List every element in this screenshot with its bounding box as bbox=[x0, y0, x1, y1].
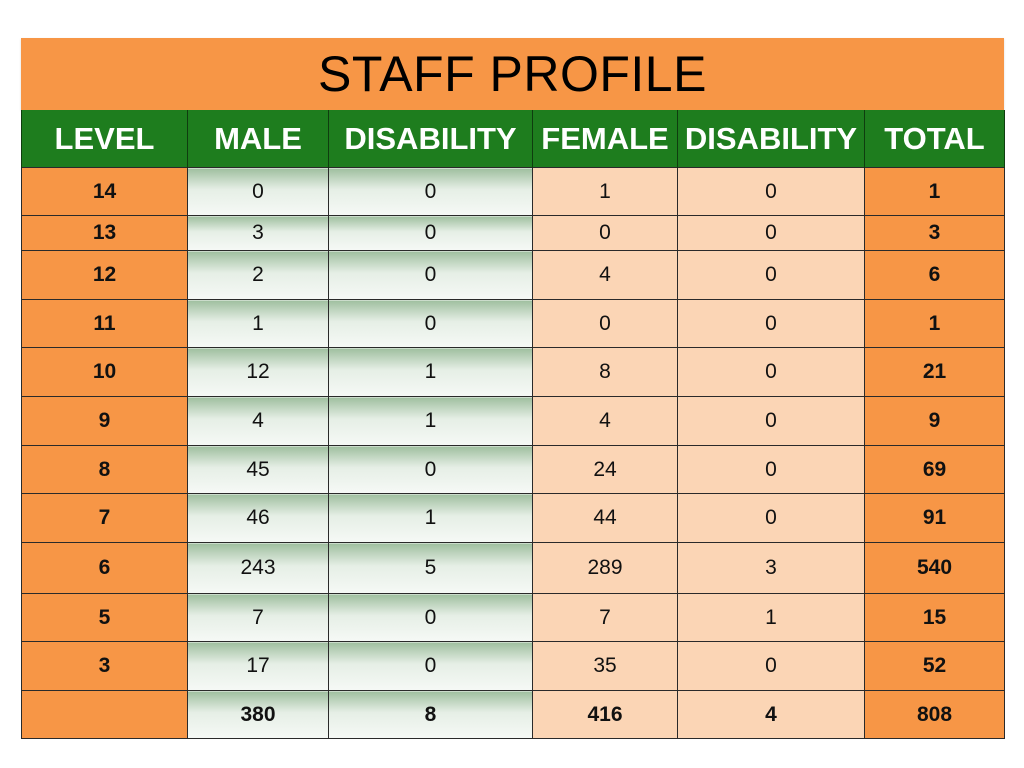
level-cell: 3 bbox=[21, 641, 188, 691]
male-disability-cell: 0 bbox=[328, 641, 533, 691]
male-disability-cell: 0 bbox=[328, 299, 533, 348]
male-disability-cell: 0 bbox=[328, 593, 533, 642]
header-total: TOTAL bbox=[864, 110, 1005, 168]
header-female: FEMALE bbox=[532, 110, 678, 168]
total-cell: 9 bbox=[864, 396, 1005, 446]
total-cell: 808 bbox=[864, 690, 1005, 739]
male-cell: 3 bbox=[187, 215, 329, 251]
male-disability-cell: 0 bbox=[328, 445, 533, 494]
female-cell: 416 bbox=[532, 690, 678, 739]
male-disability-cell: 0 bbox=[328, 250, 533, 300]
male-cell: 45 bbox=[187, 445, 329, 494]
level-cell: 13 bbox=[21, 215, 188, 251]
level-cell: 14 bbox=[21, 167, 188, 216]
table-row: 11 1 0 0 0 1 bbox=[21, 299, 1005, 348]
male-disability-cell: 1 bbox=[328, 493, 533, 543]
female-disability-cell: 1 bbox=[677, 593, 865, 642]
header-female-disability: DISABILITY bbox=[677, 110, 865, 168]
female-cell: 0 bbox=[532, 299, 678, 348]
male-disability-cell: 0 bbox=[328, 215, 533, 251]
female-disability-cell: 0 bbox=[677, 347, 865, 397]
female-disability-cell: 0 bbox=[677, 641, 865, 691]
female-cell: 24 bbox=[532, 445, 678, 494]
total-cell: 1 bbox=[864, 167, 1005, 216]
table-row: 13 3 0 0 0 3 bbox=[21, 215, 1005, 251]
level-cell: 5 bbox=[21, 593, 188, 642]
total-cell: 69 bbox=[864, 445, 1005, 494]
total-cell: 52 bbox=[864, 641, 1005, 691]
level-cell: 11 bbox=[21, 299, 188, 348]
male-cell: 12 bbox=[187, 347, 329, 397]
level-cell: 9 bbox=[21, 396, 188, 446]
level-cell: 7 bbox=[21, 493, 188, 543]
female-disability-cell: 0 bbox=[677, 215, 865, 251]
totals-row: 380 8 416 4 808 bbox=[21, 690, 1005, 739]
level-cell: 12 bbox=[21, 250, 188, 300]
level-cell: 10 bbox=[21, 347, 188, 397]
male-cell: 1 bbox=[187, 299, 329, 348]
header-male: MALE bbox=[187, 110, 329, 168]
female-cell: 44 bbox=[532, 493, 678, 543]
male-cell: 46 bbox=[187, 493, 329, 543]
female-cell: 1 bbox=[532, 167, 678, 216]
table-row: 3 17 0 35 0 52 bbox=[21, 641, 1005, 691]
male-cell: 7 bbox=[187, 593, 329, 642]
male-disability-cell: 0 bbox=[328, 167, 533, 216]
female-cell: 8 bbox=[532, 347, 678, 397]
female-disability-cell: 0 bbox=[677, 299, 865, 348]
male-disability-cell: 1 bbox=[328, 396, 533, 446]
female-cell: 35 bbox=[532, 641, 678, 691]
female-disability-cell: 0 bbox=[677, 250, 865, 300]
total-cell: 15 bbox=[864, 593, 1005, 642]
table-row: 6 243 5 289 3 540 bbox=[21, 542, 1005, 594]
total-cell: 3 bbox=[864, 215, 1005, 251]
table-body: 14 0 0 1 0 1 13 3 0 0 0 3 12 2 0 4 0 6 11 1 0 0 0 1 10 12 1 8 0 21 9 4 1… bbox=[21, 167, 1005, 739]
table-row: 12 2 0 4 0 6 bbox=[21, 250, 1005, 300]
female-cell: 4 bbox=[532, 250, 678, 300]
female-disability-cell: 0 bbox=[677, 493, 865, 543]
male-cell: 0 bbox=[187, 167, 329, 216]
female-disability-cell: 0 bbox=[677, 396, 865, 446]
male-cell: 380 bbox=[187, 690, 329, 739]
male-cell: 4 bbox=[187, 396, 329, 446]
male-cell: 2 bbox=[187, 250, 329, 300]
header-male-disability: DISABILITY bbox=[328, 110, 533, 168]
female-cell: 289 bbox=[532, 542, 678, 594]
page-title: STAFF PROFILE bbox=[318, 46, 707, 102]
level-cell: 8 bbox=[21, 445, 188, 494]
table-row: 10 12 1 8 0 21 bbox=[21, 347, 1005, 397]
female-disability-cell: 3 bbox=[677, 542, 865, 594]
male-disability-cell: 1 bbox=[328, 347, 533, 397]
female-disability-cell: 4 bbox=[677, 690, 865, 739]
total-cell: 91 bbox=[864, 493, 1005, 543]
female-disability-cell: 0 bbox=[677, 167, 865, 216]
male-cell: 243 bbox=[187, 542, 329, 594]
level-cell bbox=[21, 690, 188, 739]
header-row: LEVEL MALE DISABILITY FEMALE DISABILITY … bbox=[21, 110, 1005, 168]
male-disability-cell: 8 bbox=[328, 690, 533, 739]
female-disability-cell: 0 bbox=[677, 445, 865, 494]
total-cell: 21 bbox=[864, 347, 1005, 397]
female-cell: 4 bbox=[532, 396, 678, 446]
title-banner: STAFF PROFILE bbox=[21, 38, 1004, 110]
total-cell: 540 bbox=[864, 542, 1005, 594]
table-row: 5 7 0 7 1 15 bbox=[21, 593, 1005, 642]
total-cell: 1 bbox=[864, 299, 1005, 348]
male-disability-cell: 5 bbox=[328, 542, 533, 594]
table-row: 7 46 1 44 0 91 bbox=[21, 493, 1005, 543]
female-cell: 0 bbox=[532, 215, 678, 251]
staff-profile-table: LEVEL MALE DISABILITY FEMALE DISABILITY … bbox=[21, 110, 1005, 739]
level-cell: 6 bbox=[21, 542, 188, 594]
header-level: LEVEL bbox=[21, 110, 188, 168]
female-cell: 7 bbox=[532, 593, 678, 642]
total-cell: 6 bbox=[864, 250, 1005, 300]
male-cell: 17 bbox=[187, 641, 329, 691]
table-row: 8 45 0 24 0 69 bbox=[21, 445, 1005, 494]
table-row: 14 0 0 1 0 1 bbox=[21, 167, 1005, 216]
